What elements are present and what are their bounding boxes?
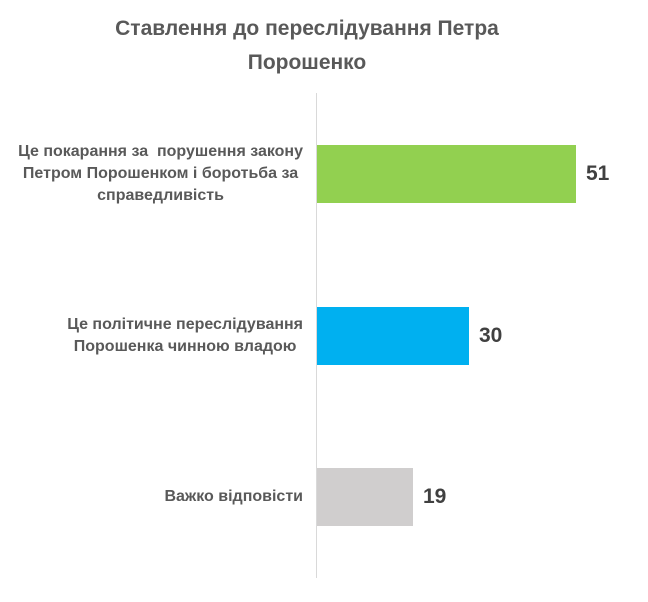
chart-title: Ставлення до переслідування Петра Пороше… xyxy=(115,17,499,74)
bar-row: Це покарання за порушення закону Петром … xyxy=(0,93,648,255)
category-label-cell: Це покарання за порушення закону Петром … xyxy=(0,141,316,207)
category-label: Це покарання за порушення закону Петром … xyxy=(18,142,303,204)
plot-area: Це покарання за порушення закону Петром … xyxy=(0,93,648,578)
y-axis-line xyxy=(316,93,317,578)
value-label: 51 xyxy=(586,161,610,185)
bar-row: Важко відповісти 19 xyxy=(0,416,648,578)
category-label: Важко відповісти xyxy=(164,488,303,506)
bar-row: Це політичне переслідування Порошенка чи… xyxy=(0,255,648,417)
category-label: Це політичне переслідування Порошенка чи… xyxy=(67,315,303,355)
category-label-cell: Важко відповісти xyxy=(0,486,316,508)
value-label: 30 xyxy=(479,323,503,347)
bar-green xyxy=(316,144,576,203)
value-label: 19 xyxy=(423,485,447,509)
bar-cell: 19 xyxy=(316,416,648,578)
bar-cell: 30 xyxy=(316,255,648,417)
bar-blue xyxy=(316,306,469,365)
bar-gray xyxy=(316,468,413,527)
bar-cell: 51 xyxy=(316,93,648,255)
category-label-cell: Це політичне переслідування Порошенка чи… xyxy=(0,314,316,358)
